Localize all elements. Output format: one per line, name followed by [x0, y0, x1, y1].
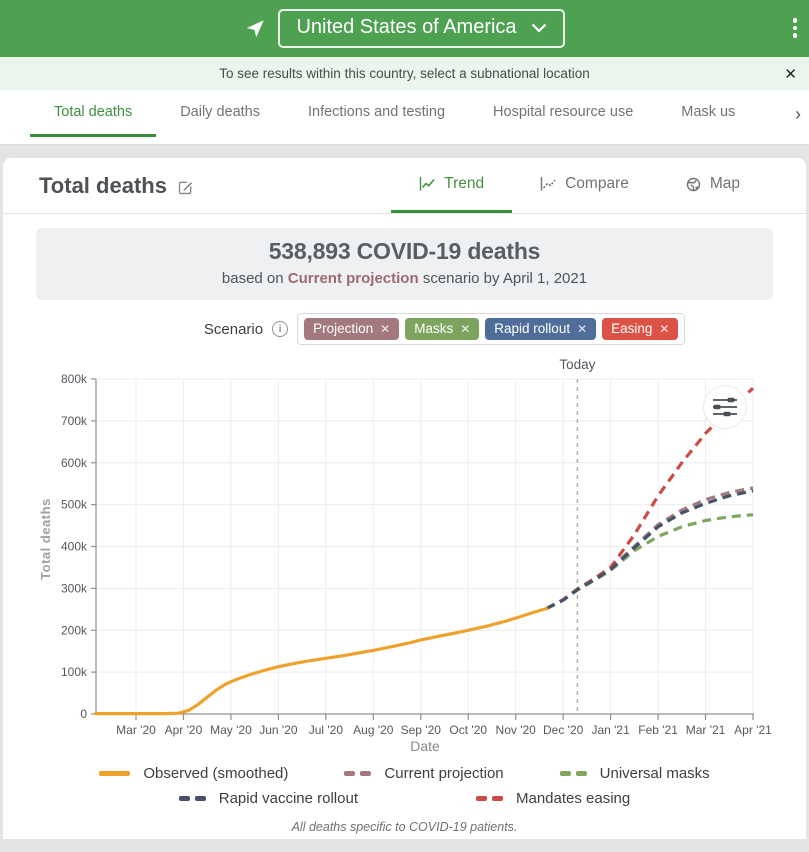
tab-infections-and-testing[interactable]: Infections and testing [308, 104, 446, 120]
chart-options-button[interactable]: sliders-icon [703, 385, 747, 429]
view-tab-map[interactable]: Map [657, 158, 768, 213]
legend-item-universal-masks[interactable]: Universal masks [559, 765, 710, 782]
x-tick-label: Apr '20 [165, 723, 203, 737]
x-tick-label: Jun '20 [259, 723, 298, 737]
view-tab-trend[interactable]: Trend [391, 158, 513, 213]
tab-daily-deaths[interactable]: Daily deaths [180, 104, 260, 120]
x-tick-label: Apr '21 [734, 723, 772, 737]
y-tick-label: 500k [61, 498, 88, 512]
summary-headline: 538,893 COVID-19 deaths [268, 238, 541, 264]
legend-item-mandates-easing[interactable]: Mandates easing [476, 790, 630, 807]
total-deaths-chart: Today 0 100k 200k 300k 400k 500k 600k 700k 800k Ma… [38, 357, 772, 753]
tabs-scroll-right-icon[interactable]: › [791, 104, 805, 125]
chart-legend: Observed (smoothed) Current projection Uni… [3, 765, 806, 807]
remove-chip-icon[interactable]: ✕ [460, 321, 471, 336]
scenario-chip-projection[interactable]: Projection ✕ [304, 318, 400, 340]
x-tick-label: Dec '20 [543, 723, 584, 737]
metric-tab-bar: Total deaths Daily deaths Infections and t… [0, 90, 809, 145]
notice-text: To see results within this country, sele… [219, 66, 590, 81]
dashed-line-swatch [178, 796, 206, 801]
view-tab-compare[interactable]: Compare [512, 158, 657, 213]
y-axis-title: Total deaths [38, 498, 53, 580]
info-icon[interactable]: i [272, 321, 289, 337]
overflow-menu-icon[interactable] [791, 16, 800, 40]
trend-line-icon [419, 176, 436, 192]
scenario-chip-easing[interactable]: Easing ✕ [602, 318, 679, 340]
y-tick-label: 100k [61, 665, 88, 679]
remove-chip-icon[interactable]: ✕ [577, 321, 588, 336]
scenario-chip-masks[interactable]: Masks ✕ [405, 318, 480, 340]
summary-box: 538,893 COVID-19 deaths based on Current… [36, 228, 773, 300]
dashed-line-swatch [476, 796, 503, 801]
y-tick-label: 400k [61, 540, 88, 554]
remove-chip-icon[interactable]: ✕ [380, 321, 391, 336]
tab-mask-us[interactable]: Mask us [681, 104, 736, 120]
dashed-line-swatch [344, 771, 372, 776]
x-tick-label: Feb '21 [638, 723, 678, 737]
scenario-label: Scenario [203, 320, 264, 338]
x-tick-label: Sep '20 [401, 723, 442, 737]
x-tick-label: Oct '20 [449, 723, 487, 737]
legend-item-current-projection[interactable]: Current projection [344, 765, 504, 782]
x-tick-label: Nov '20 [496, 723, 537, 737]
scenario-chip-rapid-rollout[interactable]: Rapid rollout ✕ [485, 318, 597, 340]
x-tick-label: Mar '21 [686, 723, 726, 737]
y-tick-label: 300k [61, 581, 88, 595]
series-universal-masks [545, 513, 754, 610]
location-name: United States of America [296, 16, 517, 38]
series-observed-smoothed [94, 606, 549, 716]
edit-icon[interactable] [178, 180, 193, 195]
content-card: Total deaths Trend Compare Map 538,893 COV… [3, 158, 806, 839]
dashed-line-swatch [559, 771, 587, 776]
x-tick-label: May '20 [210, 723, 252, 737]
chart-area: Today 0 100k 200k 300k 400k 500k 600k 700k 800k Ma… [3, 353, 806, 753]
y-tick-label: 800k [61, 372, 88, 386]
y-tick-label: 0 [80, 707, 87, 721]
globe-icon [685, 177, 702, 192]
legend-item-rapid-vaccine-rollout[interactable]: Rapid vaccine rollout [178, 790, 358, 807]
compare-lines-icon [540, 176, 557, 192]
title-row: Total deaths Trend Compare Map [3, 158, 806, 214]
summary-scenario-name: Current projection [287, 270, 419, 287]
solid-line-swatch [99, 771, 131, 776]
close-icon[interactable]: ✕ [779, 63, 802, 85]
x-tick-label: Jan '21 [591, 723, 630, 737]
x-tick-label: Aug '20 [353, 723, 394, 737]
y-tick-label: 700k [61, 414, 88, 428]
chart-footnote: All deaths specific to COVID-19 patients… [291, 820, 518, 834]
tab-total-deaths[interactable]: Total deaths [30, 90, 157, 137]
view-tab-bar: Trend Compare Map [391, 158, 768, 213]
tab-spacer [759, 90, 787, 144]
scenario-multiselect[interactable]: Projection ✕ Masks ✕ Rapid rollout ✕ Easing ✕ [297, 313, 686, 345]
tab-hospital-resource-use[interactable]: Hospital resource use [493, 104, 634, 120]
scenario-selector-row: Scenario i Projection ✕ Masks ✕ Rapid rollou… [43, 313, 806, 345]
y-tick-label: 200k [61, 623, 88, 637]
y-tick-label: 600k [61, 456, 88, 470]
navigation-arrow-icon [247, 19, 265, 37]
legend-row: Rapid vaccine rollout Mandates easing [3, 790, 806, 807]
page-title: Total deaths [39, 172, 167, 198]
x-axis-title: Date [410, 738, 440, 753]
legend-item-observed-smoothed[interactable]: Observed (smoothed) [99, 765, 288, 782]
x-tick-label: Jul '20 [309, 723, 344, 737]
today-label: Today [559, 357, 595, 372]
x-tick-label: Mar '20 [116, 723, 156, 737]
remove-chip-icon[interactable]: ✕ [659, 321, 670, 336]
summary-subtitle: based on Current projection scenario by … [221, 270, 588, 287]
legend-row: Observed (smoothed) Current projection Uni… [3, 765, 806, 782]
app-header: United States of America [0, 0, 809, 57]
subnational-notice: To see results within this country, sele… [0, 57, 809, 90]
series-rapid-vaccine-rollout [545, 489, 754, 610]
chevron-down-icon [531, 23, 546, 33]
location-select[interactable]: United States of America [278, 9, 565, 48]
